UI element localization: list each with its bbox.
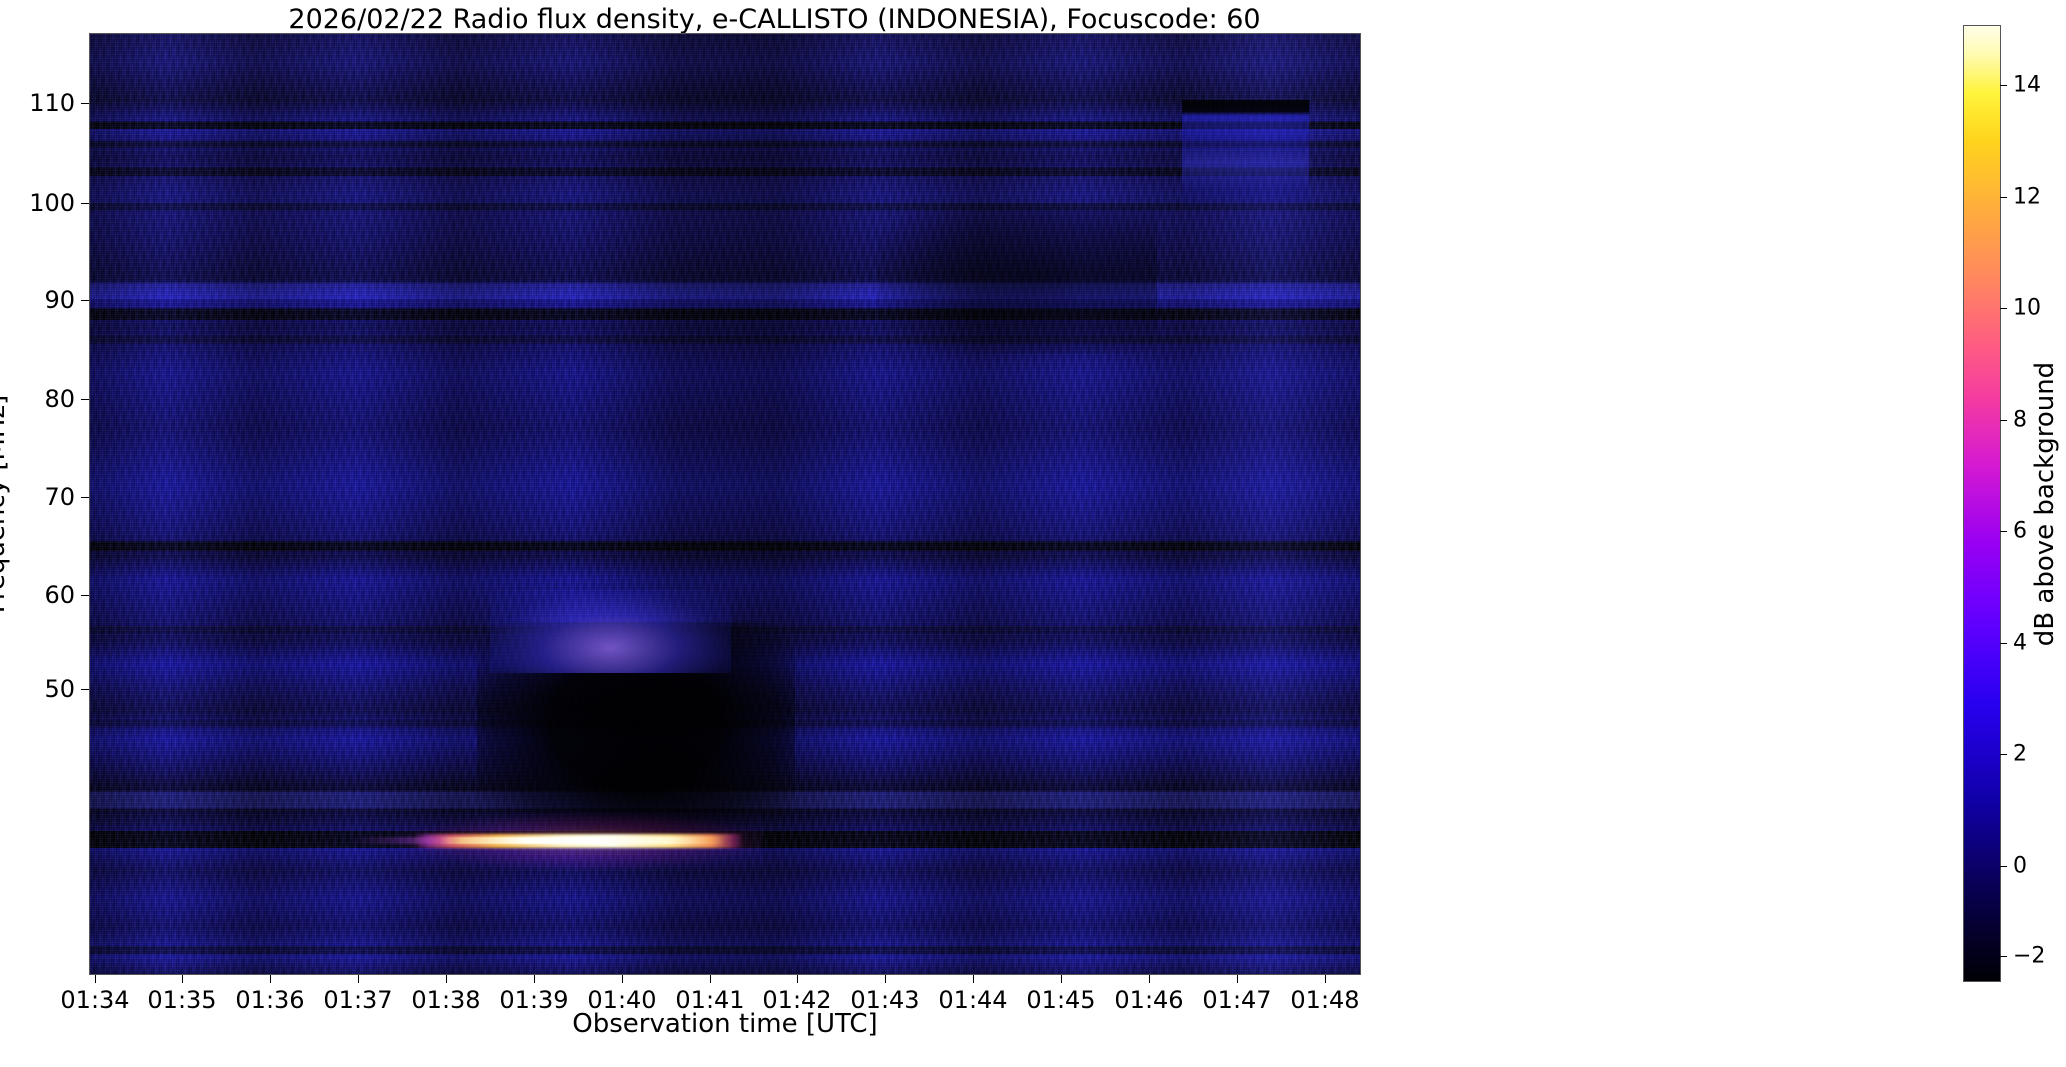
colorbar-tick-label: 14 xyxy=(2013,72,2041,98)
rfi-patch-top-right xyxy=(1182,99,1310,213)
colorbar-tick-label: 10 xyxy=(2013,295,2041,321)
x-axis-tick-label: 01:39 xyxy=(499,986,569,1014)
x-axis-tick-label: 01:36 xyxy=(235,986,305,1014)
burst-halo xyxy=(490,588,732,674)
x-axis-tick-label: 01:37 xyxy=(323,986,393,1014)
x-axis-tick-label: 01:44 xyxy=(938,986,1008,1014)
colorbar-tick-label: 6 xyxy=(2013,518,2027,544)
colorbar-tick xyxy=(2000,956,2007,957)
x-axis-tick xyxy=(358,975,359,983)
x-axis-tick-label: 01:43 xyxy=(850,986,920,1014)
y-axis-tick-label: 50 xyxy=(44,675,75,703)
x-axis-tick-label: 01:41 xyxy=(675,986,745,1014)
x-axis-tick xyxy=(1061,975,1062,983)
x-axis-tick xyxy=(95,975,96,983)
x-axis-tick-label: 01:45 xyxy=(1026,986,1096,1014)
colorbar: 14 12 10 8 6 4 2 0 −2 xyxy=(1963,25,2045,982)
y-axis-tick-label: 110 xyxy=(29,89,75,117)
x-axis-tick-label: 01:42 xyxy=(762,986,832,1014)
x-axis-tick xyxy=(797,975,798,983)
x-axis-tick-label: 01:34 xyxy=(60,986,130,1014)
figure-title: 2026/02/22 Radio flux density, e-CALLIST… xyxy=(288,4,1261,35)
colorbar-tick-label: 12 xyxy=(2013,184,2041,210)
x-axis-label: Observation time [UTC] xyxy=(572,1009,878,1039)
burst-precursor-streak xyxy=(350,836,452,845)
y-axis-tick xyxy=(81,103,89,104)
y-axis-tick xyxy=(81,497,89,498)
y-axis-tick xyxy=(81,689,89,690)
colorbar-tick xyxy=(2000,754,2007,755)
x-axis-tick xyxy=(710,975,711,983)
colorbar-tick xyxy=(2000,85,2007,86)
y-axis: 110 100 90 80 70 60 50 xyxy=(0,33,89,975)
x-axis-tick xyxy=(1325,975,1326,983)
colorbar-tick-label: 0 xyxy=(2013,853,2027,879)
colorbar-tick-label: 8 xyxy=(2013,407,2027,433)
x-axis-tick xyxy=(446,975,447,983)
colorbar-gradient xyxy=(1964,26,2000,981)
colorbar-tick xyxy=(2000,420,2007,421)
dark-region-upper xyxy=(877,203,1157,354)
colorbar-tick xyxy=(2000,197,2007,198)
x-axis-tick-label: 01:35 xyxy=(147,986,217,1014)
y-axis-tick-label: 60 xyxy=(44,581,75,609)
colorbar-tick-label: −2 xyxy=(2013,943,2046,969)
y-axis-tick xyxy=(81,203,89,204)
colorbar-tick xyxy=(2000,643,2007,644)
y-axis-tick xyxy=(81,300,89,301)
colorbar-tick-label: 2 xyxy=(2013,741,2027,767)
x-axis-tick-label: 01:47 xyxy=(1202,986,1272,1014)
colorbar-tick xyxy=(2000,531,2007,532)
x-axis-tick-label: 01:38 xyxy=(411,986,481,1014)
colorbar-label: dB above background xyxy=(2030,361,2060,647)
x-axis-tick xyxy=(182,975,183,983)
x-axis-tick-label: 01:46 xyxy=(1114,986,1184,1014)
y-axis-tick xyxy=(81,595,89,596)
colorbar-tick xyxy=(2000,866,2007,867)
y-axis-tick-label: 100 xyxy=(29,189,75,217)
colorbar-tick xyxy=(2000,308,2007,309)
radio-burst-core xyxy=(439,837,725,844)
y-axis-tick-label: 90 xyxy=(44,286,75,314)
spectrogram-plot-area xyxy=(89,33,1361,975)
x-axis: 01:34 01:35 01:36 01:37 01:38 01:39 01:40 01:41… xyxy=(60,975,1361,1020)
x-axis-tick xyxy=(973,975,974,983)
x-axis-tick xyxy=(270,975,271,983)
x-axis-tick xyxy=(622,975,623,983)
x-axis-tick-label: 01:48 xyxy=(1290,986,1360,1014)
x-axis-tick xyxy=(534,975,535,983)
x-axis-tick xyxy=(1149,975,1150,983)
y-axis-tick xyxy=(81,399,89,400)
y-axis-tick-label: 80 xyxy=(44,385,75,413)
x-axis-tick-label: 01:40 xyxy=(587,986,657,1014)
x-axis-tick xyxy=(885,975,886,983)
x-axis-tick xyxy=(1237,975,1238,983)
y-axis-tick-label: 70 xyxy=(44,483,75,511)
colorbar-tick-label: 4 xyxy=(2013,630,2027,656)
y-axis-label: Frequency [MHz] xyxy=(0,394,11,614)
